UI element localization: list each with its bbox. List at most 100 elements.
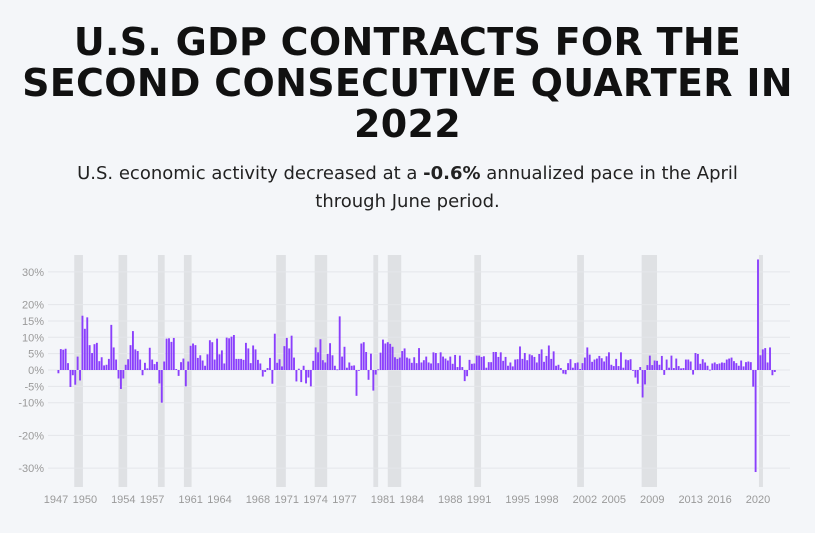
- gdp-bar: [451, 363, 454, 370]
- gdp-bar: [384, 343, 387, 370]
- gdp-bar: [76, 356, 79, 370]
- gdp-bar: [514, 359, 517, 370]
- gdp-bar: [285, 337, 288, 370]
- gdp-bar: [240, 358, 243, 370]
- gdp-bar: [434, 353, 437, 370]
- gdp-bar: [194, 345, 197, 370]
- gdp-bar: [442, 356, 444, 370]
- gdp-bar: [333, 365, 336, 370]
- gdp-bar: [646, 365, 649, 370]
- gdp-bar: [158, 370, 161, 384]
- gdp-bar: [495, 352, 497, 370]
- gdp-bar: [67, 363, 69, 370]
- gdp-bar: [206, 354, 209, 370]
- gdp-bar: [682, 368, 685, 370]
- gdp-bar: [319, 339, 322, 370]
- gdp-bar: [701, 359, 704, 370]
- gdp-bar: [482, 356, 485, 370]
- gdp-bar: [160, 370, 163, 403]
- gdp-bar: [300, 370, 303, 383]
- x-tick-label: 2005: [602, 494, 626, 506]
- gdp-bar: [127, 359, 130, 370]
- gdp-bar: [196, 357, 199, 370]
- gdp-bar: [408, 358, 411, 370]
- gdp-bar: [264, 370, 267, 372]
- gdp-bar: [692, 370, 695, 375]
- gdp-bar: [420, 362, 423, 370]
- gdp-bar: [658, 364, 661, 370]
- gdp-bar: [569, 359, 572, 370]
- gdp-bar: [470, 363, 473, 370]
- gdp-bar: [216, 338, 219, 370]
- gdp-bar: [413, 357, 416, 370]
- gdp-bar: [579, 369, 582, 370]
- gdp-bar: [660, 355, 663, 370]
- gdp-bar: [545, 355, 548, 370]
- gdp-bar: [331, 355, 334, 370]
- x-tick-label: 2009: [640, 494, 664, 506]
- gdp-bar: [175, 369, 178, 370]
- gdp-bar: [615, 358, 618, 370]
- gdp-bar: [326, 353, 329, 370]
- x-tick-label: 1984: [400, 494, 424, 506]
- gdp-bar: [771, 370, 774, 376]
- gdp-bar: [509, 362, 512, 370]
- gdp-bar: [71, 370, 74, 376]
- gdp-bar: [362, 342, 365, 370]
- gdp-bar: [182, 358, 185, 370]
- gdp-bar: [627, 360, 630, 370]
- y-tick-label: 10%: [22, 332, 44, 344]
- gdp-bar: [288, 348, 291, 370]
- gdp-bar: [391, 346, 394, 370]
- gdp-bar: [141, 370, 144, 376]
- recession-band: [577, 255, 584, 487]
- gdp-bar: [708, 369, 711, 371]
- gdp-bar: [377, 369, 380, 371]
- gdp-bar: [273, 333, 276, 370]
- x-tick-label: 1957: [140, 494, 164, 506]
- gdp-bar: [62, 349, 65, 370]
- gdp-bar: [648, 355, 651, 370]
- gdp-bar: [581, 363, 584, 370]
- gdp-bar: [103, 365, 106, 370]
- gdp-bar: [716, 364, 719, 370]
- gdp-bar: [583, 357, 586, 370]
- gdp-bar: [742, 366, 745, 370]
- gdp-bar: [199, 355, 202, 370]
- gdp-bar: [543, 361, 545, 370]
- gdp-bar: [769, 347, 771, 370]
- gdp-bar: [336, 369, 339, 371]
- chart-title: U.S. GDP CONTRACTS FOR THE SECOND CONSEC…: [22, 20, 793, 146]
- gdp-bar: [458, 355, 461, 370]
- gdp-bar: [117, 370, 120, 379]
- gdp-bar: [115, 359, 118, 370]
- gdp-bar: [124, 364, 127, 370]
- y-tick-label: 5%: [28, 349, 44, 361]
- gdp-bar: [757, 259, 759, 370]
- y-tick-label: -10%: [18, 398, 44, 410]
- gdp-bar: [550, 358, 553, 370]
- gdp-bar: [665, 359, 668, 370]
- gdp-bar: [218, 354, 221, 370]
- gdp-bar: [427, 362, 430, 370]
- gdp-bar: [131, 331, 134, 370]
- gdp-bar: [401, 351, 404, 370]
- gdp-bar: [309, 370, 312, 387]
- gdp-bar: [201, 360, 204, 370]
- gdp-bar: [136, 351, 139, 370]
- gdp-bar: [547, 345, 550, 370]
- x-tick-label: 1998: [534, 494, 558, 506]
- gdp-bar: [564, 370, 567, 375]
- x-tick-label: 1981: [371, 494, 395, 506]
- gdp-bar: [533, 356, 536, 370]
- gdp-bar: [531, 355, 533, 370]
- gdp-bar: [232, 335, 235, 370]
- gdp-bar: [321, 360, 324, 370]
- gdp-bar: [737, 365, 740, 370]
- gdp-bar: [725, 359, 728, 370]
- gdp-bar: [639, 367, 642, 370]
- gdp-bar: [600, 358, 603, 370]
- gdp-bar: [252, 345, 255, 370]
